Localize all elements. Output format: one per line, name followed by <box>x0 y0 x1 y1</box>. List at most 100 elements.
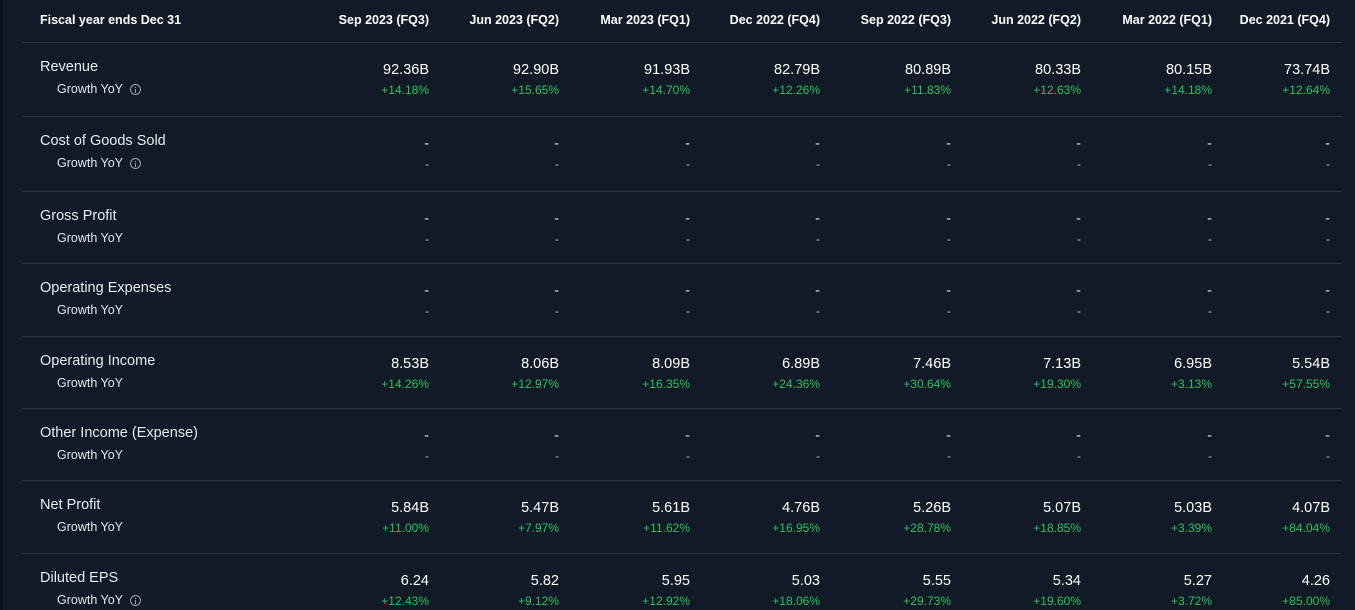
column-header: Sep 2022 (FQ3) <box>860 13 951 27</box>
row-label: Operating Income <box>40 353 156 369</box>
growth-value: - <box>1077 449 1081 463</box>
metric-value: 8.06B <box>521 356 559 372</box>
table-row: Other Income (Expense) Growth YoY - - - - - - - -… <box>22 409 1342 481</box>
growth-value: +3.39% <box>1170 521 1212 535</box>
growth-value: - <box>1077 157 1081 171</box>
info-icon[interactable] <box>130 83 142 95</box>
metric-value: 5.61B <box>652 500 690 516</box>
panel-left-edge <box>0 0 3 610</box>
metric-value: 5.03 <box>791 573 820 589</box>
metric-value: 80.33B <box>1035 62 1081 78</box>
growth-yoy-text: Growth YoY <box>57 448 124 462</box>
metric-value: - <box>815 136 820 152</box>
metric-value: - <box>424 211 429 227</box>
row-label: Cost of Goods Sold <box>40 133 166 149</box>
info-icon[interactable] <box>130 594 142 606</box>
growth-value: +3.13% <box>1170 377 1212 391</box>
growth-value: +19.60% <box>1033 594 1081 608</box>
row-label: Operating Expenses <box>40 280 172 296</box>
growth-value: +12.26% <box>772 83 820 97</box>
metric-value: - <box>1076 136 1081 152</box>
metric-value: - <box>815 211 820 227</box>
metric-value: 5.47B <box>521 500 559 516</box>
metric-value: 5.82 <box>530 573 559 589</box>
metric-value: 4.76B <box>782 500 820 516</box>
metric-value: - <box>946 283 951 299</box>
growth-yoy-text: Growth YoY <box>57 82 124 96</box>
growth-yoy-label: Growth YoY <box>57 376 123 390</box>
metric-value: - <box>554 136 559 152</box>
growth-value: +12.97% <box>511 377 559 391</box>
growth-value: - <box>947 304 951 318</box>
metric-value: - <box>424 428 429 444</box>
growth-value: - <box>686 157 690 171</box>
metric-value: 6.95B <box>1174 356 1212 372</box>
growth-value: +16.95% <box>772 521 820 535</box>
growth-yoy-label: Growth YoY <box>57 156 142 170</box>
metric-value: 5.27 <box>1183 573 1212 589</box>
metric-value: 4.07B <box>1292 500 1330 516</box>
fiscal-year-label: Fiscal year ends Dec 31 <box>40 13 182 27</box>
growth-value: +84.04% <box>1282 521 1330 535</box>
metric-value: - <box>946 136 951 152</box>
growth-yoy-label: Growth YoY <box>57 82 142 96</box>
metric-value: - <box>1076 283 1081 299</box>
metric-value: - <box>1207 211 1212 227</box>
growth-value: +12.63% <box>1033 83 1081 97</box>
growth-value: +12.43% <box>381 594 429 608</box>
metric-value: 80.15B <box>1166 62 1212 78</box>
growth-value: +30.64% <box>903 377 951 391</box>
column-header: Jun 2023 (FQ2) <box>469 13 559 27</box>
metric-value: - <box>815 428 820 444</box>
growth-value: +18.06% <box>772 594 820 608</box>
metric-value: - <box>1076 211 1081 227</box>
metric-value: 8.53B <box>391 356 429 372</box>
growth-value: - <box>1208 157 1212 171</box>
growth-value: - <box>555 157 559 171</box>
growth-yoy-label: Growth YoY <box>57 520 123 534</box>
metric-value: 7.13B <box>1043 356 1081 372</box>
metric-value: 6.89B <box>782 356 820 372</box>
growth-yoy-text: Growth YoY <box>57 231 124 245</box>
row-label: Net Profit <box>40 497 101 513</box>
income-statement-table: Fiscal year ends Dec 31 Sep 2023 (FQ3) Ju… <box>22 0 1342 610</box>
metric-value: - <box>554 283 559 299</box>
metric-value: - <box>685 283 690 299</box>
growth-value: +12.64% <box>1282 83 1330 97</box>
growth-value: - <box>1208 232 1212 246</box>
metric-value: - <box>1325 283 1330 299</box>
table-row: Revenue Growth YoY 92.36B 92.90B 91.93B 82.79… <box>22 43 1342 117</box>
info-icon[interactable] <box>130 157 142 169</box>
growth-value: - <box>425 304 429 318</box>
column-header: Jun 2022 (FQ2) <box>991 13 1081 27</box>
metric-value: 82.79B <box>774 62 820 78</box>
column-header: Sep 2023 (FQ3) <box>338 13 429 27</box>
growth-value: +11.00% <box>382 521 429 535</box>
metric-value: 80.89B <box>905 62 951 78</box>
growth-value: +9.12% <box>517 594 559 608</box>
metric-value: 5.26B <box>913 500 951 516</box>
table-row: Operating Expenses Growth YoY - - - - - - - - - - - -… <box>22 264 1342 337</box>
row-label: Diluted EPS <box>40 570 119 586</box>
metric-value: 7.46B <box>913 356 951 372</box>
growth-value: +15.65% <box>511 83 559 97</box>
table-header: Fiscal year ends Dec 31 Sep 2023 (FQ3) Ju… <box>22 0 1342 43</box>
growth-yoy-text: Growth YoY <box>57 303 124 317</box>
growth-value: - <box>425 157 429 171</box>
growth-value: - <box>1326 449 1330 463</box>
growth-value: - <box>947 449 951 463</box>
metric-value: 8.09B <box>652 356 690 372</box>
metric-value: - <box>1325 136 1330 152</box>
growth-value: +14.18% <box>381 83 429 97</box>
metric-value: - <box>1325 211 1330 227</box>
metric-value: 4.26 <box>1301 573 1330 589</box>
growth-yoy-label: Growth YoY <box>57 593 142 607</box>
growth-value: +14.26% <box>381 377 429 391</box>
growth-value: +24.36% <box>772 377 820 391</box>
growth-value: - <box>686 232 690 246</box>
metric-value: - <box>1207 136 1212 152</box>
metric-value: 5.95 <box>661 573 690 589</box>
metric-value: - <box>554 211 559 227</box>
table-row: Diluted EPS Growth YoY 6.24 5.82 5.95 5.03 5.5… <box>22 554 1342 610</box>
growth-value: - <box>686 304 690 318</box>
